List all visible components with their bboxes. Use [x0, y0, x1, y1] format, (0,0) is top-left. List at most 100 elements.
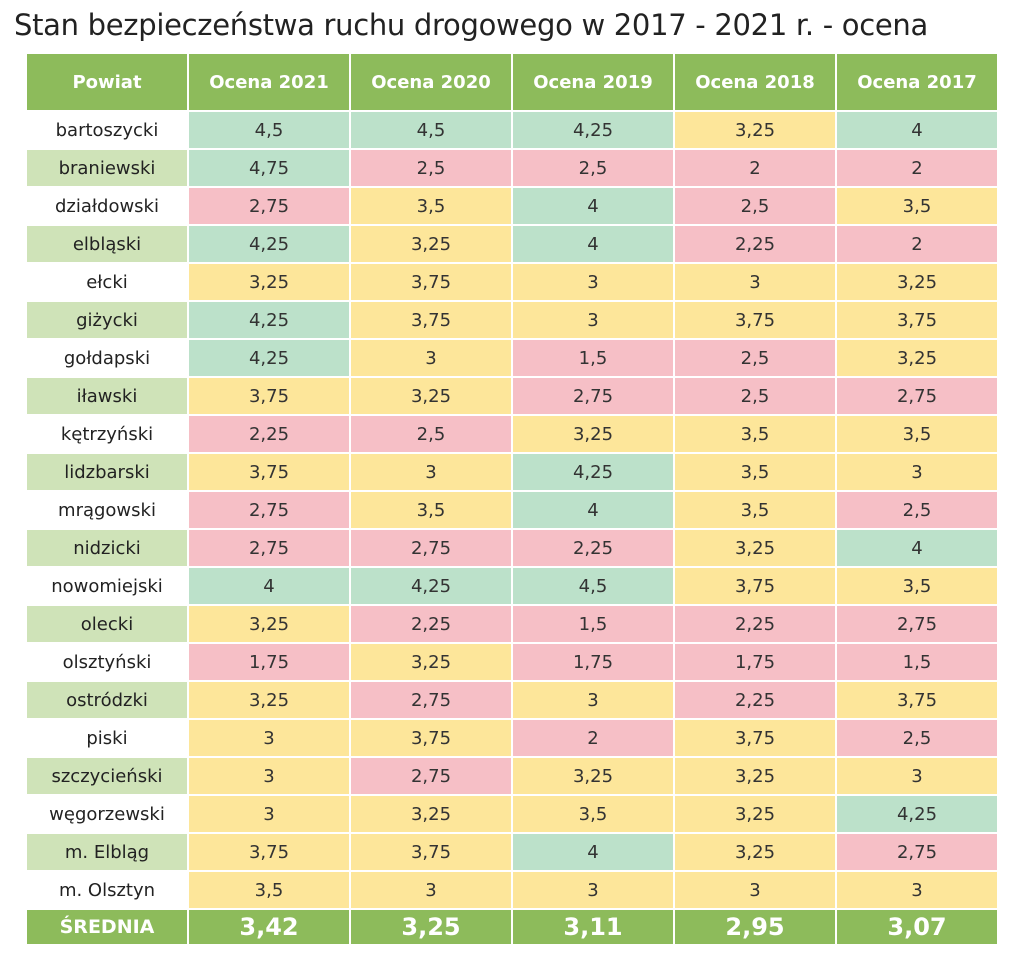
rating-cell-2019: 3: [513, 872, 673, 910]
rating-cell-2019: 2: [513, 720, 673, 758]
rating-cell-2018: 3,25: [675, 796, 835, 834]
rating-cell-2018: 2,5: [675, 378, 835, 416]
rating-cell-2019: 4,25: [513, 454, 673, 492]
rating-cell-2020: 2,5: [351, 416, 511, 454]
rating-cell-2017: 4: [837, 112, 997, 150]
rating-cell-2020: 3,25: [351, 644, 511, 682]
rating-cell-2021: 4,75: [189, 150, 349, 188]
rating-cell-2020: 3,5: [351, 492, 511, 530]
powiat-name: m. Olsztyn: [27, 872, 187, 910]
average-2019: 3,11: [513, 910, 673, 944]
rating-cell-2018: 3,75: [675, 720, 835, 758]
powiat-name: m. Elbląg: [27, 834, 187, 872]
page-title: Stan bezpieczeństwa ruchu drogowego w 20…: [14, 8, 928, 42]
rating-cell-2017: 2,75: [837, 606, 997, 644]
rating-cell-2019: 2,25: [513, 530, 673, 568]
column-header-2021: Ocena 2021: [189, 54, 349, 112]
rating-cell-2017: 3,25: [837, 340, 997, 378]
table-row: gołdapski 4,25 3 1,5 2,5 3,25: [27, 340, 997, 378]
rating-cell-2018: 3,5: [675, 492, 835, 530]
rating-cell-2021: 4,5: [189, 112, 349, 150]
powiat-name: szczycieński: [27, 758, 187, 796]
powiat-name: kętrzyński: [27, 416, 187, 454]
rating-cell-2018: 3,25: [675, 758, 835, 796]
powiat-name: mrągowski: [27, 492, 187, 530]
rating-cell-2017: 3: [837, 758, 997, 796]
rating-cell-2019: 1,75: [513, 644, 673, 682]
rating-cell-2017: 3: [837, 872, 997, 910]
table-row: węgorzewski 3 3,25 3,5 3,25 4,25: [27, 796, 997, 834]
rating-cell-2018: 2,5: [675, 340, 835, 378]
rating-cell-2020: 2,75: [351, 758, 511, 796]
rating-cell-2021: 3: [189, 720, 349, 758]
rating-cell-2018: 2,5: [675, 188, 835, 226]
rating-cell-2021: 3: [189, 796, 349, 834]
table-row: szczycieński 3 2,75 3,25 3,25 3: [27, 758, 997, 796]
rating-cell-2019: 3,5: [513, 796, 673, 834]
rating-cell-2021: 3,25: [189, 264, 349, 302]
rating-cell-2018: 3,5: [675, 416, 835, 454]
rating-cell-2020: 3,75: [351, 264, 511, 302]
rating-cell-2021: 3,5: [189, 872, 349, 910]
rating-cell-2019: 3,25: [513, 758, 673, 796]
rating-cell-2018: 2: [675, 150, 835, 188]
rating-cell-2019: 3: [513, 264, 673, 302]
powiat-name: olsztyński: [27, 644, 187, 682]
rating-cell-2020: 4,25: [351, 568, 511, 606]
rating-cell-2017: 4: [837, 530, 997, 568]
powiat-name: ostródzki: [27, 682, 187, 720]
powiat-name: olecki: [27, 606, 187, 644]
powiat-name: gołdapski: [27, 340, 187, 378]
rating-cell-2019: 4,25: [513, 112, 673, 150]
rating-cell-2017: 2,75: [837, 378, 997, 416]
rating-cell-2017: 2: [837, 226, 997, 264]
rating-cell-2018: 3,25: [675, 834, 835, 872]
column-header-2017: Ocena 2017: [837, 54, 997, 112]
powiat-name: piski: [27, 720, 187, 758]
table-row: kętrzyński 2,25 2,5 3,25 3,5 3,5: [27, 416, 997, 454]
rating-cell-2017: 4,25: [837, 796, 997, 834]
rating-cell-2021: 2,75: [189, 492, 349, 530]
powiat-name: lidzbarski: [27, 454, 187, 492]
table-row: braniewski 4,75 2,5 2,5 2 2: [27, 150, 997, 188]
table-row: bartoszycki 4,5 4,5 4,25 3,25 4: [27, 112, 997, 150]
rating-cell-2020: 2,5: [351, 150, 511, 188]
average-label: ŚREDNIA: [27, 910, 187, 944]
rating-cell-2021: 3: [189, 758, 349, 796]
column-header-2018: Ocena 2018: [675, 54, 835, 112]
table-row: olsztyński 1,75 3,25 1,75 1,75 1,5: [27, 644, 997, 682]
rating-cell-2020: 3,25: [351, 378, 511, 416]
average-2017: 3,07: [837, 910, 997, 944]
rating-cell-2021: 2,75: [189, 530, 349, 568]
rating-cell-2019: 4,5: [513, 568, 673, 606]
rating-cell-2019: 4: [513, 834, 673, 872]
average-2020: 3,25: [351, 910, 511, 944]
rating-cell-2018: 3: [675, 872, 835, 910]
rating-cell-2021: 2,75: [189, 188, 349, 226]
table-row: elbląski 4,25 3,25 4 2,25 2: [27, 226, 997, 264]
rating-cell-2017: 2,5: [837, 720, 997, 758]
column-header-powiat: Powiat: [27, 54, 187, 112]
average-2021: 3,42: [189, 910, 349, 944]
rating-table: Powiat Ocena 2021 Ocena 2020 Ocena 2019 …: [25, 54, 999, 944]
table-row: lidzbarski 3,75 3 4,25 3,5 3: [27, 454, 997, 492]
table-row: nowomiejski 4 4,25 4,5 3,75 3,5: [27, 568, 997, 606]
rating-cell-2020: 3,25: [351, 796, 511, 834]
rating-cell-2017: 3,5: [837, 568, 997, 606]
table-row: ostródzki 3,25 2,75 3 2,25 3,75: [27, 682, 997, 720]
rating-cell-2019: 3,25: [513, 416, 673, 454]
rating-cell-2021: 3,75: [189, 378, 349, 416]
rating-cell-2020: 3,75: [351, 834, 511, 872]
rating-cell-2019: 3: [513, 682, 673, 720]
powiat-name: węgorzewski: [27, 796, 187, 834]
column-header-2019: Ocena 2019: [513, 54, 673, 112]
rating-cell-2020: 2,75: [351, 530, 511, 568]
table-row: olecki 3,25 2,25 1,5 2,25 2,75: [27, 606, 997, 644]
table-row: działdowski 2,75 3,5 4 2,5 3,5: [27, 188, 997, 226]
rating-cell-2019: 4: [513, 188, 673, 226]
rating-cell-2020: 3: [351, 872, 511, 910]
rating-cell-2021: 2,25: [189, 416, 349, 454]
rating-cell-2021: 4,25: [189, 302, 349, 340]
rating-cell-2021: 3,75: [189, 454, 349, 492]
rating-cell-2021: 3,25: [189, 682, 349, 720]
